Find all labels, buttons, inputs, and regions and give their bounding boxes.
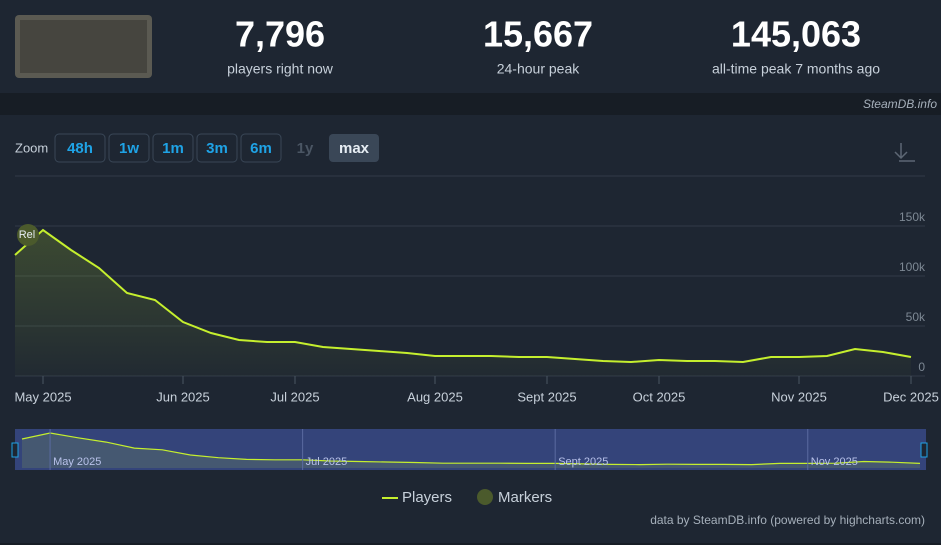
navigator-line — [21, 432, 921, 466]
x-tick-label: Nov 2025 — [771, 389, 827, 404]
zoom-buttons: 48h 1w 1m 3m 6m 1y max — [54, 133, 379, 163]
navigator-handle[interactable] — [920, 442, 928, 458]
stat-value: 7,796 — [235, 14, 325, 55]
zoom-button[interactable] — [152, 133, 194, 163]
x-tick-label: Sept 2025 — [517, 389, 576, 404]
x-tick-label: Oct 2025 — [633, 389, 686, 404]
x-tick-label: Aug 2025 — [407, 389, 463, 404]
zoom-button-label[interactable]: max — [339, 140, 370, 157]
y-tick-label: 150k — [899, 210, 926, 224]
stat-label: all-time peak 7 months ago — [712, 61, 880, 77]
zoom-button-label[interactable]: 6m — [250, 140, 272, 157]
x-tick-label: Jul 2025 — [270, 389, 319, 404]
legend-label[interactable]: Markers — [498, 489, 552, 506]
stat-value: 15,667 — [483, 14, 593, 55]
area — [15, 230, 911, 376]
header-panel — [0, 0, 941, 93]
stat-value: 145,063 — [731, 14, 861, 55]
y-tick-label: 50k — [906, 310, 926, 324]
navigator-area — [22, 433, 920, 468]
zoom-button-label[interactable]: 3m — [206, 140, 228, 157]
navigator-handle[interactable] — [11, 442, 19, 458]
x-tick-label: May 2025 — [14, 389, 71, 404]
navigator-label: May 2025 — [53, 456, 101, 468]
zoom-button-label[interactable]: 1m — [162, 140, 184, 157]
game-image-detail — [20, 20, 147, 73]
credit: data by SteamDB.info (powered by highcha… — [650, 513, 925, 527]
y-tick-label: 0 — [918, 360, 925, 374]
x-tick-label: Dec 2025 — [883, 389, 939, 404]
navigator-label: Sept 2025 — [558, 456, 608, 468]
stat-label: 24-hour peak — [497, 61, 581, 77]
zoom-button[interactable] — [108, 133, 150, 163]
plot: 0 50k 100k 150k May 2025 Jun 2025 Jul 2025 Aug … — [11, 210, 939, 527]
zoom-label: Zoom — [15, 140, 48, 155]
zoom-button-label[interactable]: 1w — [119, 140, 139, 157]
line — [14, 228, 912, 364]
source: SteamDB.info — [863, 97, 937, 111]
legend-symbol — [477, 489, 493, 505]
navigator-label: Jul 2025 — [306, 456, 348, 468]
zoom-button[interactable] — [54, 133, 106, 163]
stat-label: players right now — [227, 61, 334, 77]
legend-label[interactable]: Players — [402, 489, 452, 506]
marker-label: Rel — [19, 229, 36, 241]
zoom-button[interactable] — [329, 134, 379, 162]
zoom-button[interactable] — [196, 133, 238, 163]
zoom-button-label: 1y — [297, 140, 314, 157]
zoom-button-label[interactable]: 48h — [67, 140, 93, 157]
zoom-button[interactable] — [240, 133, 282, 163]
y-tick-label: 100k — [899, 260, 926, 274]
download-icon[interactable] — [894, 143, 915, 162]
navigator-label: Nov 2025 — [811, 456, 858, 468]
marker — [17, 224, 39, 246]
x-tick-label: Jun 2025 — [156, 389, 210, 404]
